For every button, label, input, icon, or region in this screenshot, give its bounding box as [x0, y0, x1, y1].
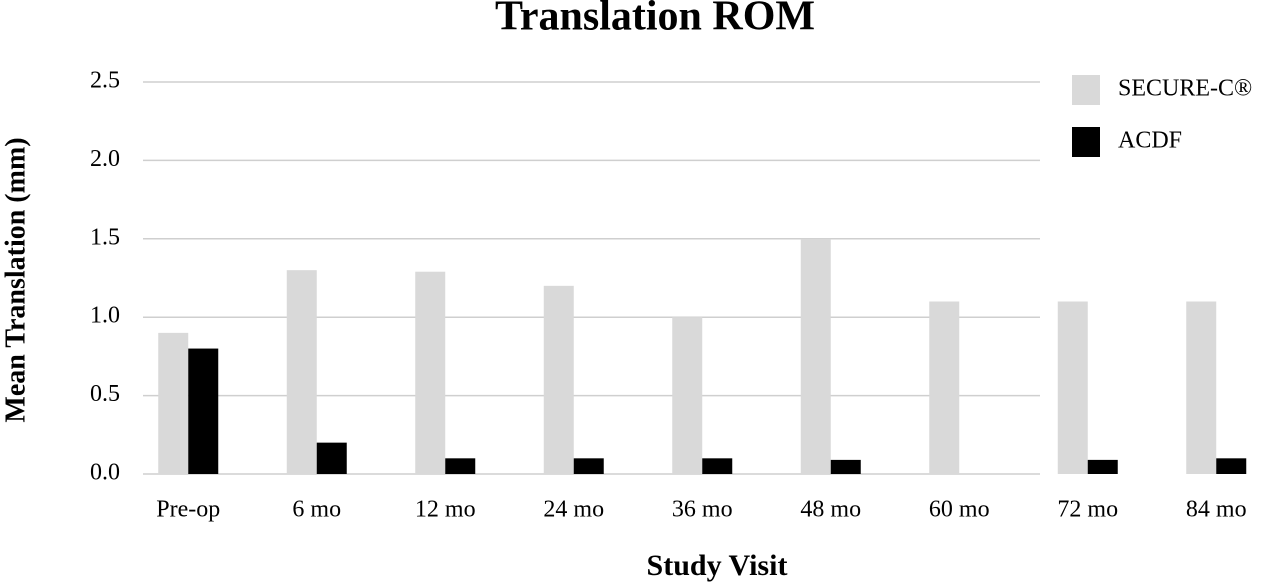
bar — [1186, 301, 1217, 474]
y-tick-label: 2.5 — [90, 68, 120, 94]
x-tick-label: 84 mo — [1186, 497, 1247, 523]
bar — [316, 442, 347, 474]
chart-title: Translation ROM — [495, 0, 815, 40]
x-tick-label: 60 mo — [929, 497, 990, 523]
x-tick-label: 6 mo — [292, 497, 341, 523]
legend-label: ACDF — [1118, 128, 1182, 154]
y-tick-label: 1.0 — [90, 303, 120, 329]
x-tick-label: 24 mo — [543, 497, 604, 523]
bar — [1057, 301, 1088, 474]
bar — [158, 332, 189, 474]
bar — [188, 348, 219, 474]
legend-swatch — [1072, 127, 1100, 157]
x-axis-label: Study Visit — [647, 549, 788, 582]
legend-label: SECURE-C® — [1118, 76, 1252, 102]
bar — [800, 238, 831, 474]
y-tick-label: 1.5 — [90, 224, 120, 250]
bar — [1216, 458, 1247, 474]
bar — [702, 458, 733, 474]
y-tick-label: 0.0 — [90, 460, 120, 486]
y-axis-label: Mean Translation (mm) — [0, 137, 31, 422]
bar — [415, 271, 446, 474]
bar — [672, 317, 703, 474]
bar — [543, 285, 574, 474]
legend-swatch — [1072, 75, 1100, 105]
bar — [573, 458, 604, 474]
x-tick-label: Pre-op — [156, 497, 220, 523]
x-tick-label: 36 mo — [672, 497, 733, 523]
y-tick-label: 0.5 — [90, 381, 120, 407]
x-tick-label: 12 mo — [415, 497, 476, 523]
bar — [445, 458, 476, 474]
bar — [929, 301, 960, 474]
x-tick-label: 48 mo — [800, 497, 861, 523]
bar — [830, 459, 861, 474]
y-tick-label: 2.0 — [90, 146, 120, 172]
x-tick-label: 72 mo — [1057, 497, 1118, 523]
bar — [1087, 459, 1118, 474]
bar — [286, 270, 317, 474]
